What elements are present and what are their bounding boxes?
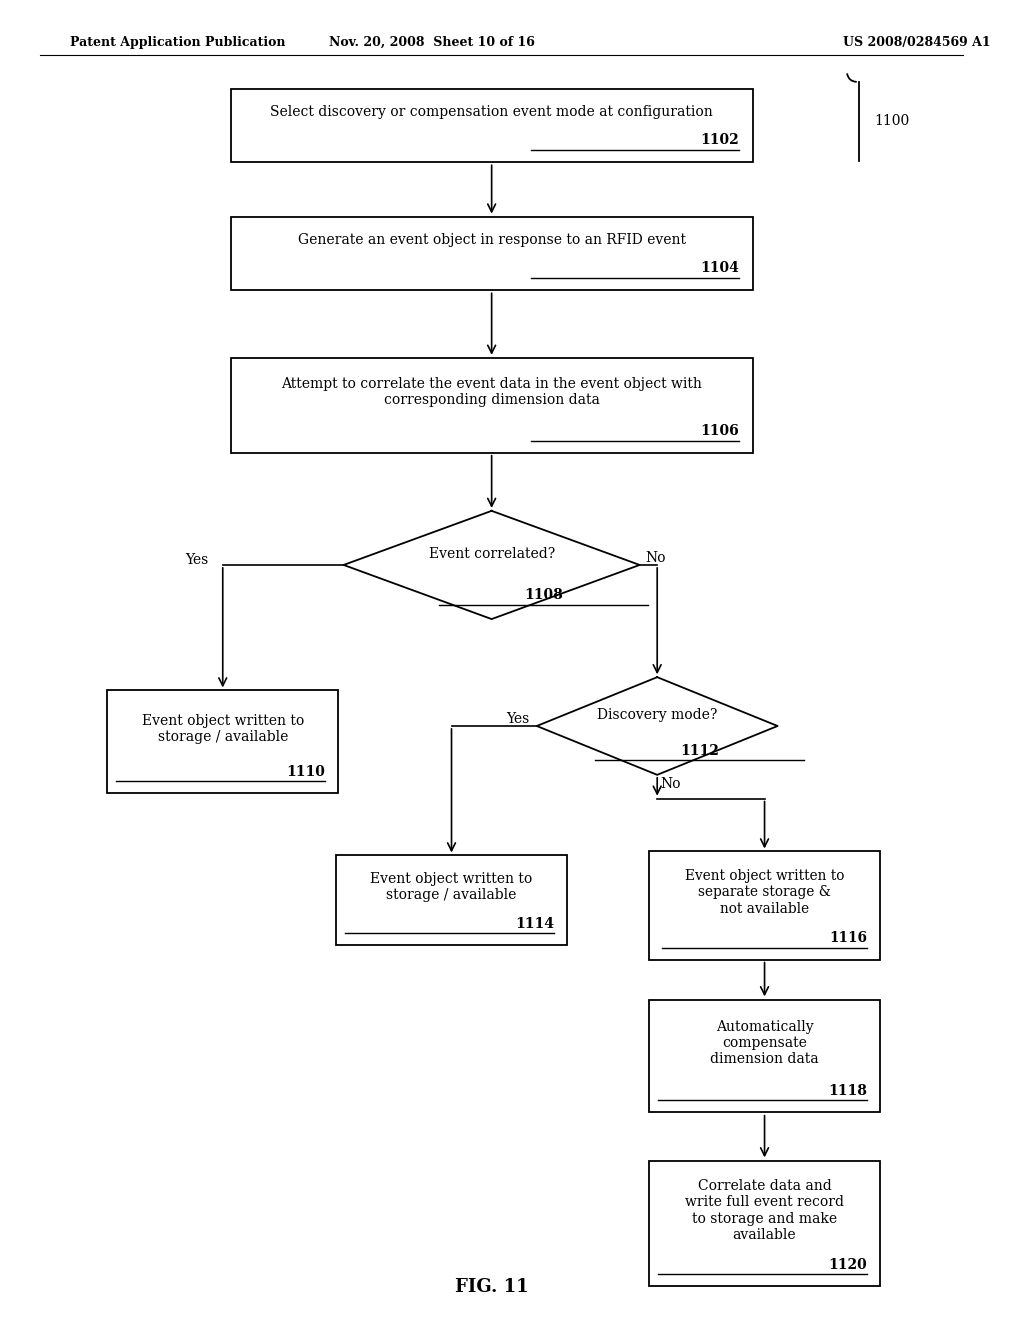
Text: Event object written to
storage / available: Event object written to storage / availa…: [141, 714, 304, 743]
Text: Discovery mode?: Discovery mode?: [597, 709, 718, 722]
Text: Yes: Yes: [507, 713, 529, 726]
Text: No: No: [645, 552, 666, 565]
FancyBboxPatch shape: [230, 358, 753, 453]
FancyBboxPatch shape: [649, 1162, 880, 1286]
Text: Event correlated?: Event correlated?: [428, 548, 555, 561]
Text: 1104: 1104: [700, 261, 739, 275]
FancyBboxPatch shape: [230, 88, 753, 161]
Text: 1118: 1118: [828, 1084, 867, 1098]
Text: 1114: 1114: [515, 916, 554, 931]
Text: Automatically
compensate
dimension data: Automatically compensate dimension data: [711, 1019, 819, 1067]
Text: 1120: 1120: [828, 1258, 867, 1272]
Text: Nov. 20, 2008  Sheet 10 of 16: Nov. 20, 2008 Sheet 10 of 16: [329, 36, 535, 49]
Text: 1116: 1116: [828, 931, 867, 945]
Text: Correlate data and
write full event record
to storage and make
available: Correlate data and write full event reco…: [685, 1179, 844, 1242]
Text: Generate an event object in response to an RFID event: Generate an event object in response to …: [298, 234, 686, 247]
Text: Select discovery or compensation event mode at configuration: Select discovery or compensation event m…: [270, 106, 713, 119]
FancyBboxPatch shape: [649, 1001, 880, 1111]
Text: No: No: [660, 777, 681, 791]
Text: Event object written to
separate storage &
not available: Event object written to separate storage…: [685, 869, 844, 916]
Text: 1108: 1108: [524, 587, 563, 602]
Polygon shape: [537, 677, 777, 775]
FancyBboxPatch shape: [649, 851, 880, 960]
Polygon shape: [344, 511, 640, 619]
Text: Attempt to correlate the event data in the event object with
corresponding dimen: Attempt to correlate the event data in t…: [282, 378, 702, 407]
Text: 1100: 1100: [873, 115, 909, 128]
FancyBboxPatch shape: [230, 216, 753, 289]
Text: Patent Application Publication: Patent Application Publication: [71, 36, 286, 49]
Text: Yes: Yes: [185, 553, 209, 566]
Text: 1102: 1102: [700, 133, 739, 147]
Text: 1106: 1106: [700, 424, 739, 438]
FancyBboxPatch shape: [108, 690, 338, 793]
Text: 1112: 1112: [680, 743, 719, 758]
FancyBboxPatch shape: [336, 855, 567, 945]
Text: FIG. 11: FIG. 11: [455, 1278, 528, 1296]
Text: 1110: 1110: [287, 764, 325, 779]
Text: Event object written to
storage / available: Event object written to storage / availa…: [371, 873, 532, 902]
Text: US 2008/0284569 A1: US 2008/0284569 A1: [843, 36, 990, 49]
